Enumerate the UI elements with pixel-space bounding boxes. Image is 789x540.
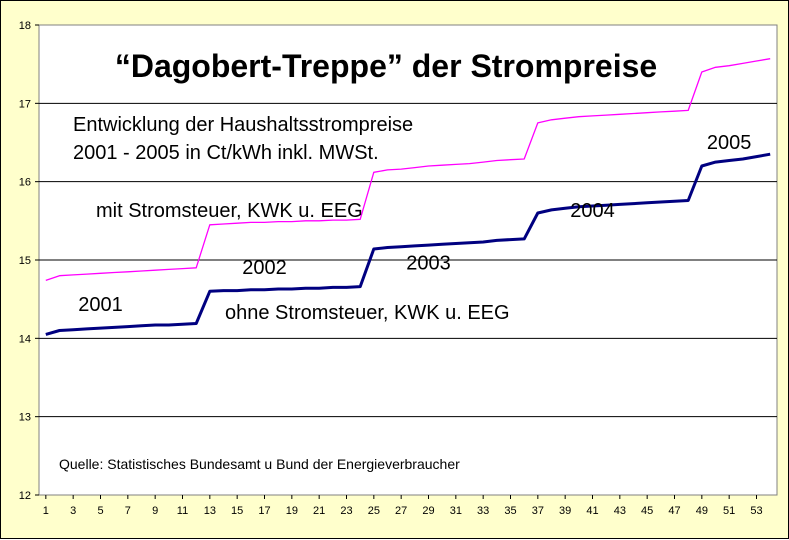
x-tick-label: 37 [532, 505, 544, 517]
y-tick-label: 12 [19, 490, 31, 502]
series-line-with-taxes [45, 58, 771, 282]
x-tick-label: 39 [559, 505, 571, 517]
x-tick-label: 41 [586, 505, 598, 517]
series-line-without-taxes [45, 152, 771, 336]
x-tick-label: 9 [152, 505, 158, 517]
y-tick-label: 16 [19, 177, 31, 189]
y-tick-label: 13 [19, 412, 31, 424]
x-axis-ticks: 1 3 5 7 9 11 13 15 17 19 21 23 25 27 29 31 33 35 37 39 41 43 4… [43, 495, 763, 517]
subtitle-line-1: Entwicklung der Haushaltsstrompreise [73, 114, 413, 136]
y-tick-label: 17 [19, 98, 31, 110]
grid-lines [39, 102, 777, 418]
x-tick-label: 1 [43, 505, 49, 517]
x-tick-label: 7 [125, 505, 131, 517]
x-tick-label: 17 [258, 505, 270, 517]
x-tick-label: 25 [368, 505, 380, 517]
series-label-top: mit Stromsteuer, KWK u. EEG [96, 200, 363, 222]
y-tick-label: 15 [19, 255, 31, 267]
source-note: Quelle: Statistisches Bundesamt u Bund d… [59, 456, 460, 472]
series-label-bottom: ohne Stromsteuer, KWK u. EEG [225, 302, 510, 324]
y-tick-label: 14 [19, 333, 31, 345]
x-tick-label: 27 [395, 505, 407, 517]
series-lines [45, 58, 771, 336]
x-tick-label: 53 [750, 505, 762, 517]
x-tick-label: 19 [286, 505, 298, 517]
x-tick-label: 51 [723, 505, 735, 517]
x-tick-label: 49 [696, 505, 708, 517]
x-tick-label: 15 [231, 505, 243, 517]
x-tick-label: 5 [97, 505, 103, 517]
x-tick-label: 35 [504, 505, 516, 517]
year-label: 2001 [78, 294, 123, 316]
subtitle-line-2: 2001 - 2005 in Ct/kWh inkl. MWSt. [73, 142, 379, 164]
x-tick-label: 11 [177, 505, 188, 517]
x-tick-label: 33 [477, 505, 489, 517]
x-tick-label: 47 [668, 505, 680, 517]
x-tick-label: 31 [450, 505, 462, 517]
year-labels: 2001 2002 2003 2004 2005 [78, 132, 751, 316]
chart-title: “Dagobert-Treppe” der Strompreise [115, 48, 657, 84]
x-tick-label: 43 [614, 505, 626, 517]
x-tick-label: 23 [340, 505, 352, 517]
x-tick-label: 21 [313, 505, 325, 517]
x-tick-label: 3 [70, 505, 76, 517]
year-label: 2005 [707, 132, 752, 154]
year-label: 2003 [406, 252, 451, 274]
x-tick-label: 45 [641, 505, 653, 517]
y-tick-label: 18 [19, 20, 31, 32]
x-tick-label: 13 [204, 505, 216, 517]
y-axis-ticks: 12 13 14 15 16 17 18 [19, 20, 39, 502]
year-label: 2004 [570, 200, 615, 222]
x-tick-label: 29 [422, 505, 434, 517]
year-label: 2002 [242, 257, 287, 279]
